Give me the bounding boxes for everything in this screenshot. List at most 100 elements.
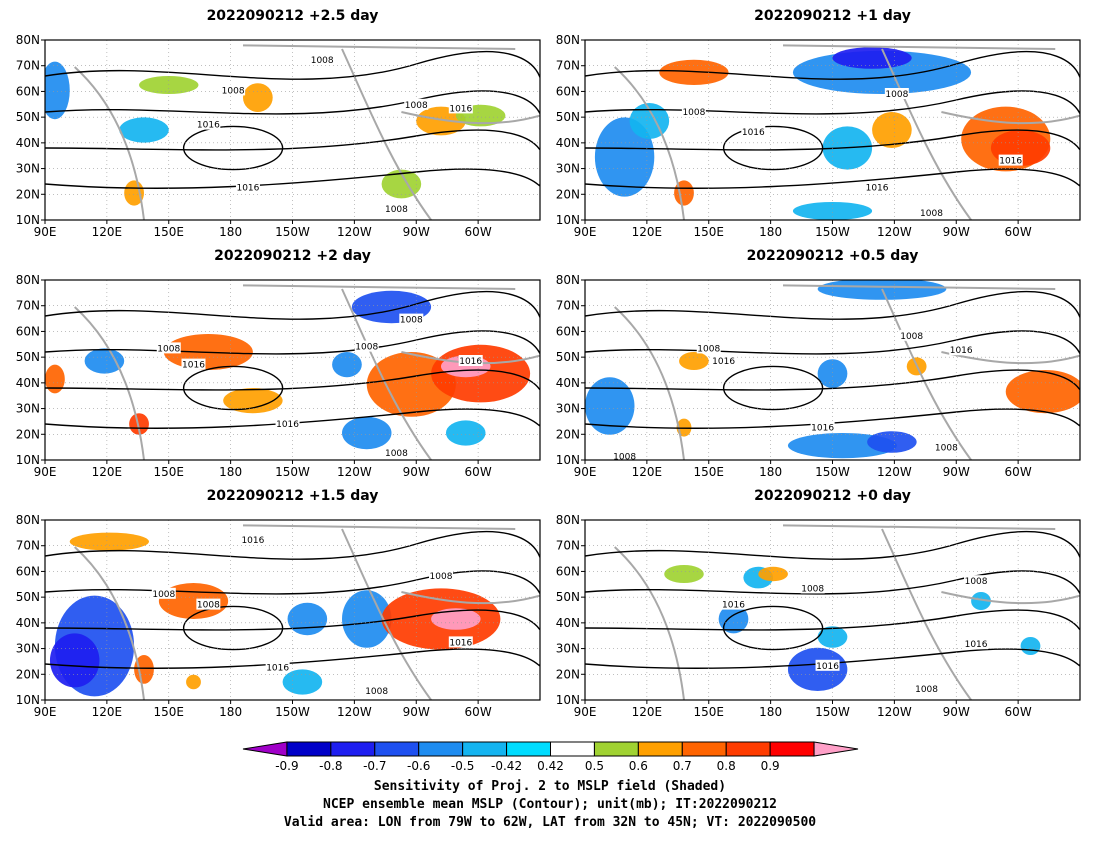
sensitivity-shade xyxy=(119,117,169,143)
colorbar-tick-label: -0.9 xyxy=(275,759,298,773)
contour-label-bg xyxy=(721,598,746,610)
contour-label: 1008 xyxy=(920,209,943,219)
y-tick-label: 30N xyxy=(16,162,40,176)
x-tick-label: 60W xyxy=(465,705,492,719)
x-tick-label: 60W xyxy=(1005,705,1032,719)
x-tick-label: 90E xyxy=(574,705,597,719)
contour-label-bg xyxy=(696,342,721,354)
y-tick-label: 80N xyxy=(16,273,40,287)
isobar xyxy=(585,531,1080,560)
colorbar-segment xyxy=(330,741,376,757)
x-tick-label: 120W xyxy=(877,225,912,239)
y-tick-label: 50N xyxy=(16,590,40,604)
y-tick-label: 60N xyxy=(556,324,580,338)
colorbar-tick-label: 0.6 xyxy=(629,759,648,773)
colorbar-tick-label: -0.5 xyxy=(451,759,474,773)
x-tick-label: 180 xyxy=(759,705,782,719)
x-tick-label: 120E xyxy=(92,465,123,479)
isobar xyxy=(585,369,1080,391)
y-tick-label: 70N xyxy=(556,539,580,553)
contour-label-bg xyxy=(429,569,453,581)
y-tick-label: 80N xyxy=(556,513,580,527)
contour-label: 1016 xyxy=(197,121,220,131)
contour-label-bg xyxy=(815,659,840,671)
x-tick-label: 120W xyxy=(877,705,912,719)
isobar xyxy=(45,369,540,391)
contour-label-bg xyxy=(800,582,825,594)
contour-label-bg xyxy=(196,118,221,130)
contour-label: 1016 xyxy=(236,184,259,194)
panel-title: 2022090212 +1 day xyxy=(754,8,911,24)
contour-label-bg xyxy=(354,340,379,352)
contour-label: 1008 xyxy=(801,584,824,594)
colorbar-segment xyxy=(813,741,859,757)
contour-label: 1008 xyxy=(682,108,705,118)
contour-label: 1008 xyxy=(311,56,334,66)
sensitivity-shade xyxy=(594,117,655,197)
x-tick-label: 90E xyxy=(34,225,57,239)
colorbar-segment xyxy=(462,741,508,757)
isobar xyxy=(45,291,540,320)
sensitivity-shade xyxy=(186,674,201,690)
y-tick-label: 30N xyxy=(556,402,580,416)
contour-label-bg xyxy=(448,636,473,648)
contour-label-bg xyxy=(196,598,221,610)
x-tick-label: 120W xyxy=(877,465,912,479)
contour-label: 1016 xyxy=(742,128,765,138)
contour-label: 1016 xyxy=(449,104,472,114)
sensitivity-shade xyxy=(342,416,392,450)
colorbar-tick-label: -0.7 xyxy=(363,759,386,773)
contour-label: 1008 xyxy=(157,344,180,354)
y-tick-label: 70N xyxy=(556,299,580,313)
sensitivity-shade xyxy=(69,532,149,551)
x-tick-label: 120W xyxy=(337,705,372,719)
contour-label-bg xyxy=(741,125,766,137)
y-tick-label: 50N xyxy=(556,590,580,604)
isobar xyxy=(45,51,540,80)
contour-label-bg xyxy=(681,106,706,117)
map-panel-p15: 1008 1008 1016 1008 1016 1016 1008 2022090212 +… xyxy=(16,488,541,719)
contour-label-bg xyxy=(998,154,1023,166)
contour-label: 1008 xyxy=(613,452,636,462)
sensitivity-shade xyxy=(332,352,362,378)
colorbar-tick-label: 0.7 xyxy=(673,759,692,773)
contour-label-bg xyxy=(384,446,409,458)
contour-label-bg xyxy=(919,206,944,218)
contour-label-bg xyxy=(899,329,924,341)
y-tick-label: 10N xyxy=(556,453,580,467)
contour-label: 1016 xyxy=(266,664,289,674)
sensitivity-shade xyxy=(971,592,991,610)
isobar-high xyxy=(722,605,824,651)
contour-label-bg xyxy=(151,587,176,599)
x-tick-label: 120E xyxy=(92,225,123,239)
y-tick-label: 30N xyxy=(16,402,40,416)
contour-label: 1016 xyxy=(722,601,745,611)
colorbar-tick-label: 0.5 xyxy=(585,759,604,773)
contour-label-bg xyxy=(934,441,959,453)
y-tick-label: 20N xyxy=(16,667,40,681)
x-tick-label: 150W xyxy=(815,705,850,719)
y-tick-label: 10N xyxy=(556,693,580,707)
contour-label-bg xyxy=(865,181,890,193)
panel-title: 2022090212 +1.5 day xyxy=(207,488,379,504)
colorbar-segment xyxy=(769,741,815,757)
isobar xyxy=(45,648,540,669)
sensitivity-shade xyxy=(243,83,273,112)
contour-label: 1008 xyxy=(900,332,923,342)
x-tick-label: 120E xyxy=(632,465,663,479)
y-tick-label: 20N xyxy=(16,187,40,201)
y-tick-label: 80N xyxy=(556,273,580,287)
colorbar-segment xyxy=(681,741,727,757)
y-tick-label: 80N xyxy=(556,33,580,47)
isobar xyxy=(45,129,540,151)
contour-label-bg xyxy=(404,98,429,110)
colorbar-segment xyxy=(374,741,420,757)
isobar xyxy=(585,51,1080,80)
y-tick-label: 10N xyxy=(16,693,40,707)
x-tick-label: 60W xyxy=(1005,465,1032,479)
x-tick-label: 180 xyxy=(219,465,242,479)
y-tick-label: 40N xyxy=(556,136,580,150)
x-tick-label: 90E xyxy=(574,225,597,239)
y-tick-label: 30N xyxy=(556,642,580,656)
contour-label-bg xyxy=(914,683,939,695)
